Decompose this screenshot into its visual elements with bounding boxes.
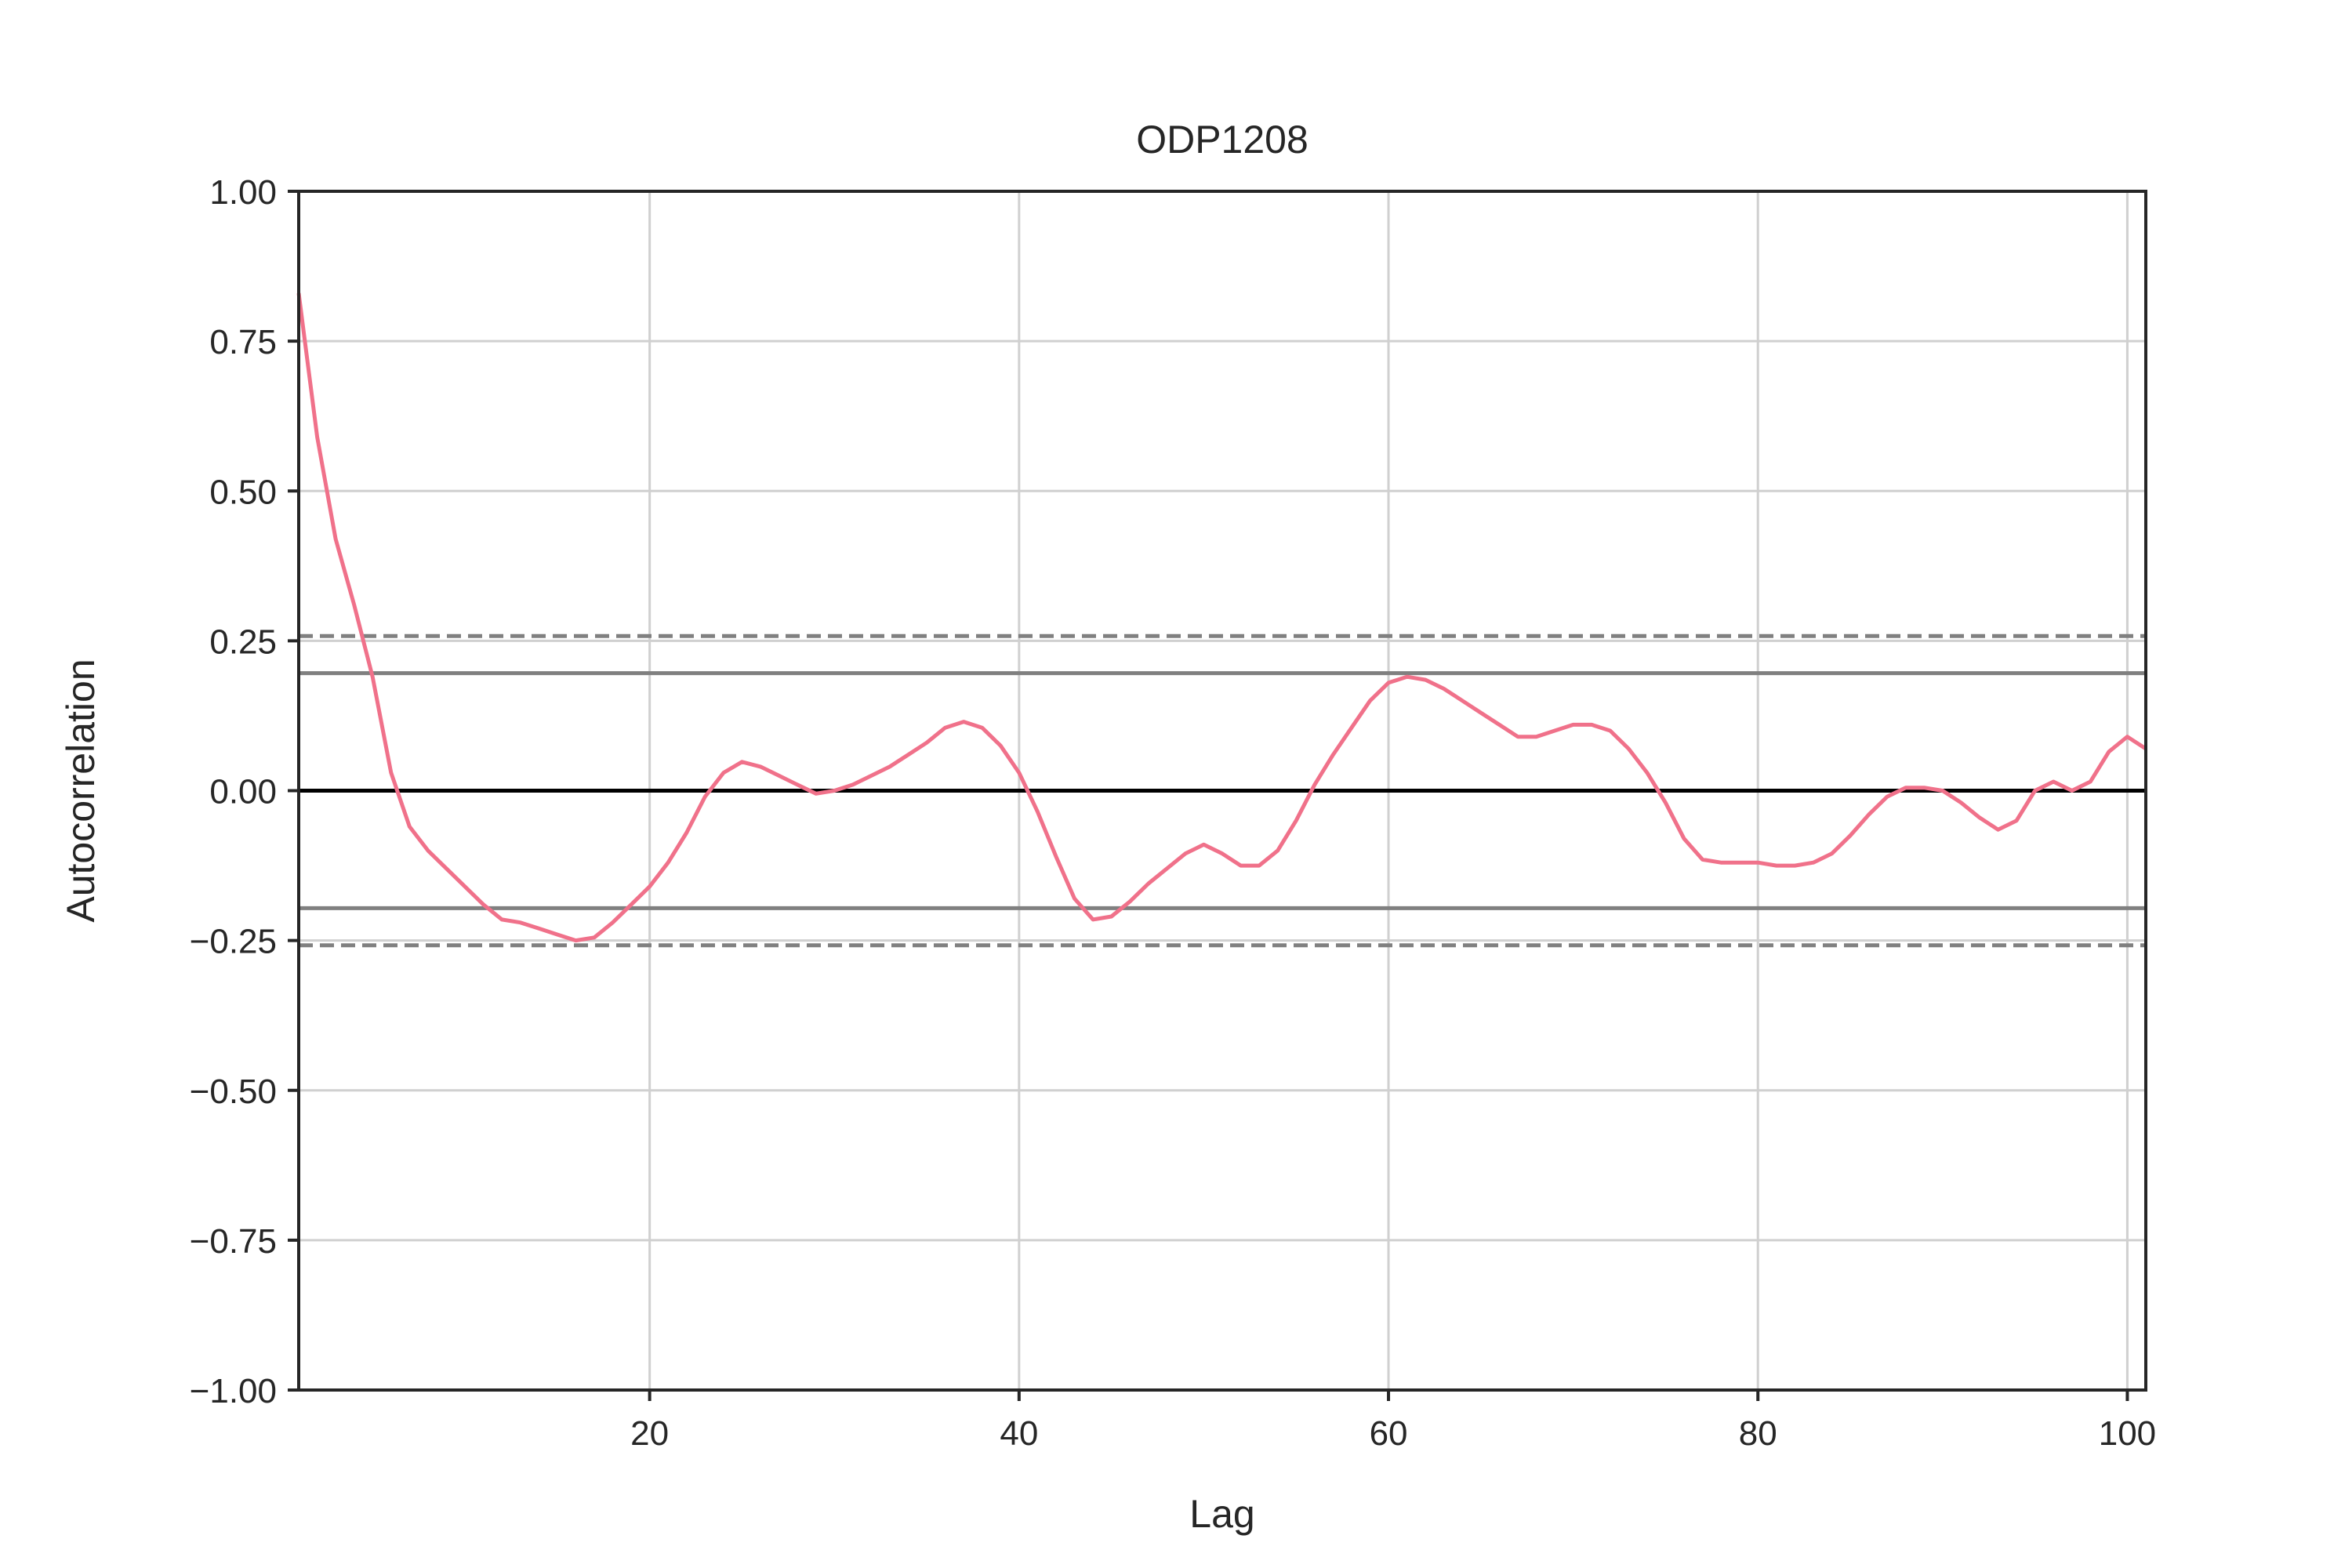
y-axis-label: Autocorrelation xyxy=(59,659,103,922)
x-tick-label: 80 xyxy=(1739,1414,1777,1453)
series-layer xyxy=(296,292,2147,943)
y-tick-label: −0.25 xyxy=(190,923,277,961)
confidence-bands xyxy=(299,633,2146,948)
y-tick-label: −0.50 xyxy=(190,1073,277,1111)
x-tick-label: 100 xyxy=(2099,1414,2156,1453)
x-axis-label: Lag xyxy=(1189,1492,1254,1536)
x-tick-label: 20 xyxy=(630,1414,669,1453)
chart-title: ODP1208 xyxy=(1136,118,1308,162)
y-tick-label: −1.00 xyxy=(190,1372,277,1410)
x-tick-label: 60 xyxy=(1370,1414,1408,1453)
y-tick-label: 1.00 xyxy=(209,173,277,212)
y-tick-label: −0.75 xyxy=(190,1222,277,1261)
y-tick-label: 0.25 xyxy=(209,622,277,661)
axis-ticks: 20 40 60 80 100 1.00 0.75 0.50 0.25 0.00 −0.25 −0.5… xyxy=(190,173,2156,1453)
y-tick-label: 0.50 xyxy=(209,473,277,511)
y-tick-label: 0.00 xyxy=(209,773,277,811)
y-tick-label: 0.75 xyxy=(209,323,277,361)
x-tick-label: 40 xyxy=(1000,1414,1038,1453)
autocorrelation-line xyxy=(296,292,2147,943)
